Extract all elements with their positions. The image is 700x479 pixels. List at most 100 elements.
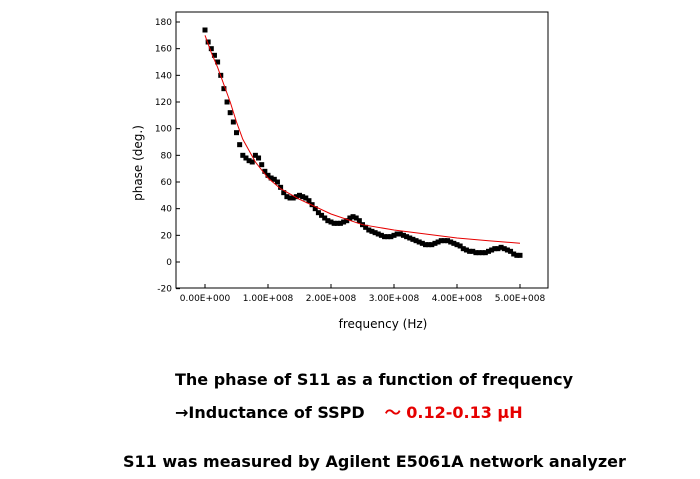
data-point xyxy=(372,230,378,236)
data-point xyxy=(347,215,353,221)
x-tick-label: 0.00E+000 xyxy=(180,294,231,304)
data-point xyxy=(243,155,249,161)
data-point xyxy=(227,110,233,116)
data-point xyxy=(504,247,510,253)
data-point xyxy=(350,214,356,220)
data-point xyxy=(297,192,302,198)
data-point xyxy=(328,219,334,225)
data-point xyxy=(265,172,271,178)
data-point xyxy=(423,242,428,248)
y-tick-label: 40 xyxy=(161,205,173,215)
data-point xyxy=(271,176,277,182)
data-point xyxy=(252,152,258,158)
data-point xyxy=(419,240,425,246)
data-point xyxy=(495,246,501,252)
y-tick-label: 80 xyxy=(161,151,173,161)
data-point xyxy=(378,232,384,238)
data-point xyxy=(394,231,400,237)
data-point xyxy=(479,250,485,256)
data-point xyxy=(287,195,293,201)
data-point xyxy=(356,218,362,224)
x-tick-label: 4.00E+008 xyxy=(432,294,483,304)
data-point xyxy=(460,246,466,252)
data-point xyxy=(498,244,504,250)
y-tick-label: 180 xyxy=(155,18,172,28)
data-point xyxy=(410,236,416,242)
fit-line xyxy=(204,35,521,244)
data-point xyxy=(281,190,287,196)
data-point xyxy=(303,195,309,201)
data-point xyxy=(432,240,438,246)
data-point xyxy=(476,250,482,256)
x-axis-ticks: 0.00E+000 1.00E+008 2.00E+008 3.00E+008 4.00… xyxy=(180,284,546,304)
data-point xyxy=(413,238,419,244)
data-point xyxy=(268,175,274,181)
data-point xyxy=(337,220,343,226)
data-point xyxy=(237,142,243,148)
data-point xyxy=(385,234,391,240)
measured-series xyxy=(202,27,523,258)
data-point xyxy=(511,251,517,257)
data-point xyxy=(404,234,410,240)
data-point xyxy=(429,242,435,248)
data-point xyxy=(470,248,476,254)
data-point xyxy=(454,242,460,248)
data-point xyxy=(382,234,388,240)
data-point xyxy=(315,210,321,216)
data-point xyxy=(256,155,262,161)
data-point xyxy=(375,231,381,237)
data-point xyxy=(312,206,318,212)
data-point xyxy=(353,215,359,221)
data-point xyxy=(501,246,507,252)
data-point xyxy=(322,215,328,221)
data-point xyxy=(514,252,520,258)
data-point xyxy=(300,194,306,200)
data-point xyxy=(211,52,217,58)
data-point xyxy=(344,218,350,224)
caption-inductance-value: ～ 0.12-0.13 μH xyxy=(384,403,523,422)
y-tick-label: 100 xyxy=(155,125,172,135)
data-point xyxy=(482,250,488,256)
data-point xyxy=(290,195,296,201)
data-point xyxy=(262,168,268,174)
data-point xyxy=(366,227,372,233)
data-point xyxy=(224,99,230,105)
data-point xyxy=(391,232,397,238)
data-point xyxy=(457,243,463,249)
caption-line-2: →Inductance of SSPD ～ 0.12-0.13 μH xyxy=(175,399,523,423)
data-point xyxy=(205,39,211,45)
data-point xyxy=(319,212,325,218)
data-point xyxy=(438,238,444,244)
y-tick-label: 20 xyxy=(161,231,173,241)
data-point xyxy=(284,194,290,200)
y-tick-label: 0 xyxy=(166,258,172,268)
data-point xyxy=(388,234,394,240)
caption-line-3: S11 was measured by Agilent E5061A netwo… xyxy=(123,452,626,471)
data-point xyxy=(369,228,375,234)
y-tick-label: 160 xyxy=(155,45,172,55)
plot-frame xyxy=(175,11,549,289)
caption-inductance-label: →Inductance of SSPD xyxy=(175,403,365,422)
data-point xyxy=(334,220,340,226)
data-point xyxy=(240,152,246,158)
x-tick-label: 3.00E+008 xyxy=(369,294,420,304)
y-tick-label: 60 xyxy=(161,178,173,188)
data-point xyxy=(259,162,265,168)
data-point xyxy=(363,224,369,230)
data-point xyxy=(278,184,284,190)
data-point xyxy=(492,246,498,252)
data-point xyxy=(473,250,479,256)
y-tick-label: 120 xyxy=(155,98,172,108)
caption-line-1: The phase of S11 as a function of freque… xyxy=(175,370,573,389)
data-point xyxy=(249,159,255,165)
y-axis-ticks: -20 0 20 40 60 80 100 120 140 160 180 xyxy=(155,18,180,295)
data-point xyxy=(416,239,422,245)
data-point xyxy=(400,232,406,238)
data-point xyxy=(407,235,413,241)
data-point xyxy=(293,194,299,200)
data-point xyxy=(230,119,236,125)
x-tick-label: 5.00E+008 xyxy=(495,294,546,304)
data-point xyxy=(463,247,469,253)
data-point xyxy=(435,239,441,245)
